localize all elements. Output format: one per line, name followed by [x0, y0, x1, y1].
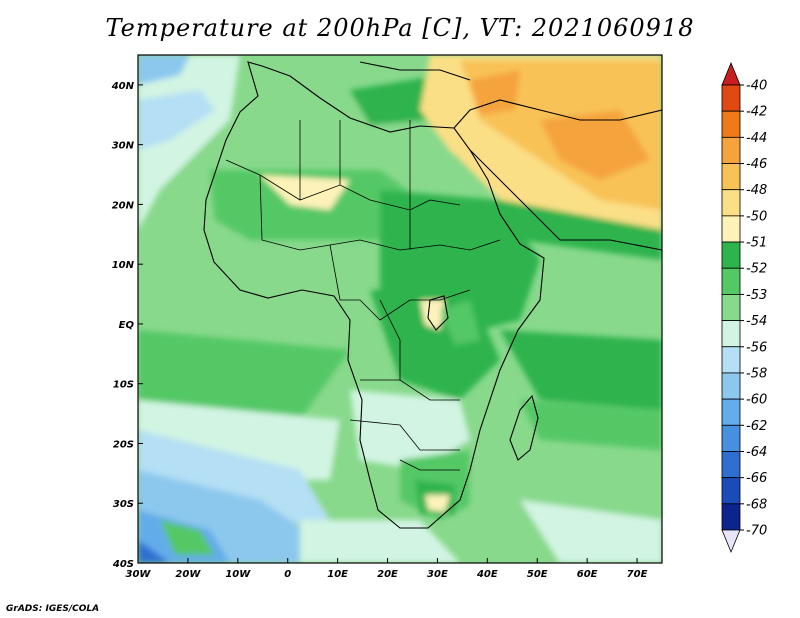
chart-title: Temperature at 200hPa [C], VT: 202106091… — [105, 14, 695, 42]
grads-credit: GrADS: IGES/COLA — [6, 604, 100, 614]
lat-tick-label: 20S — [113, 439, 134, 450]
colorbar-box — [721, 294, 741, 321]
lon-tick-label: 10W — [225, 569, 251, 580]
colorbar-label: -64 — [746, 445, 767, 460]
colorbar-label: -42 — [746, 105, 767, 120]
lon-tick-label: 60E — [577, 569, 598, 580]
colorbar-box — [721, 503, 741, 531]
colorbar-label: -56 — [746, 340, 767, 355]
lat-tick-label: 30S — [113, 499, 134, 510]
colorbar-box — [721, 398, 741, 426]
longitude-ticks: 30W 20W 10W 0 10E 20E 30E 40E 50E 60E 70E — [126, 558, 648, 580]
colorbar-box — [721, 267, 741, 295]
colorbar-box — [721, 241, 741, 269]
lon-tick-label: 70E — [627, 569, 648, 580]
colorbar-label: -62 — [746, 419, 767, 434]
lon-tick-label: 20W — [175, 569, 201, 580]
lat-tick-label: EQ — [119, 320, 135, 331]
lon-tick-label: 20E — [377, 569, 398, 580]
country-borders — [225, 120, 501, 471]
colorbar-label: -48 — [746, 183, 767, 198]
colorbar-box — [721, 84, 741, 112]
lat-tick-label: 40N — [111, 81, 135, 92]
colorbar-box — [721, 451, 741, 479]
colorbar-label: -51 — [746, 236, 767, 251]
colorbar-box — [721, 424, 741, 452]
colorbar-box — [721, 215, 741, 243]
plot-frame — [137, 54, 663, 564]
lat-tick-label: 30N — [112, 141, 135, 152]
temperature-field — [138, 55, 662, 563]
colorbar-top-arrow — [721, 61, 741, 86]
lat-tick-label: 40S — [112, 559, 134, 570]
colorbar-label: -70 — [746, 524, 767, 539]
colorbar-label: -40 — [746, 79, 767, 94]
colorbar-box — [721, 372, 741, 400]
colorbar-label: -46 — [746, 157, 767, 172]
lon-tick-label: 40E — [476, 569, 498, 580]
colorbar-label: -66 — [746, 471, 767, 486]
colorbar-label: -68 — [746, 497, 767, 512]
colorbar-bottom-arrow — [721, 529, 741, 554]
colorbar-box — [721, 163, 741, 191]
colorbar-box — [721, 346, 741, 374]
lon-tick-label: 30E — [427, 569, 448, 580]
colorbar-box — [721, 477, 741, 505]
colorbar-label: -52 — [746, 262, 767, 277]
lon-tick-label: 10E — [327, 569, 348, 580]
lon-tick-label: 30W — [126, 569, 152, 580]
colorbar-box — [721, 110, 741, 138]
latitude-ticks: 40N 30N 20N 10N EQ 10S 20S 30S 40S — [111, 81, 143, 570]
lon-tick-label: 0 — [284, 569, 291, 580]
colorbar-label: -44 — [746, 131, 767, 146]
colorbar-label: -53 — [746, 288, 767, 303]
colorbar-label: -54 — [746, 314, 767, 329]
lat-tick-label: 20N — [112, 200, 135, 211]
colorbar-label: -50 — [746, 209, 767, 224]
colorbar: -40 -42 -44 -46 -48 -50 -51 -52 -53 -54 -56 -58 -60 -… — [721, 61, 767, 554]
colorbar-box — [721, 320, 741, 348]
colorbar-label: -58 — [746, 366, 767, 381]
colorbar-box — [721, 189, 741, 217]
lat-tick-label: 10S — [113, 380, 134, 391]
coastlines — [203, 61, 662, 529]
lon-tick-label: 50E — [527, 569, 548, 580]
lat-tick-label: 10N — [112, 260, 135, 271]
colorbar-label: -60 — [746, 393, 767, 408]
colorbar-box — [721, 136, 741, 164]
